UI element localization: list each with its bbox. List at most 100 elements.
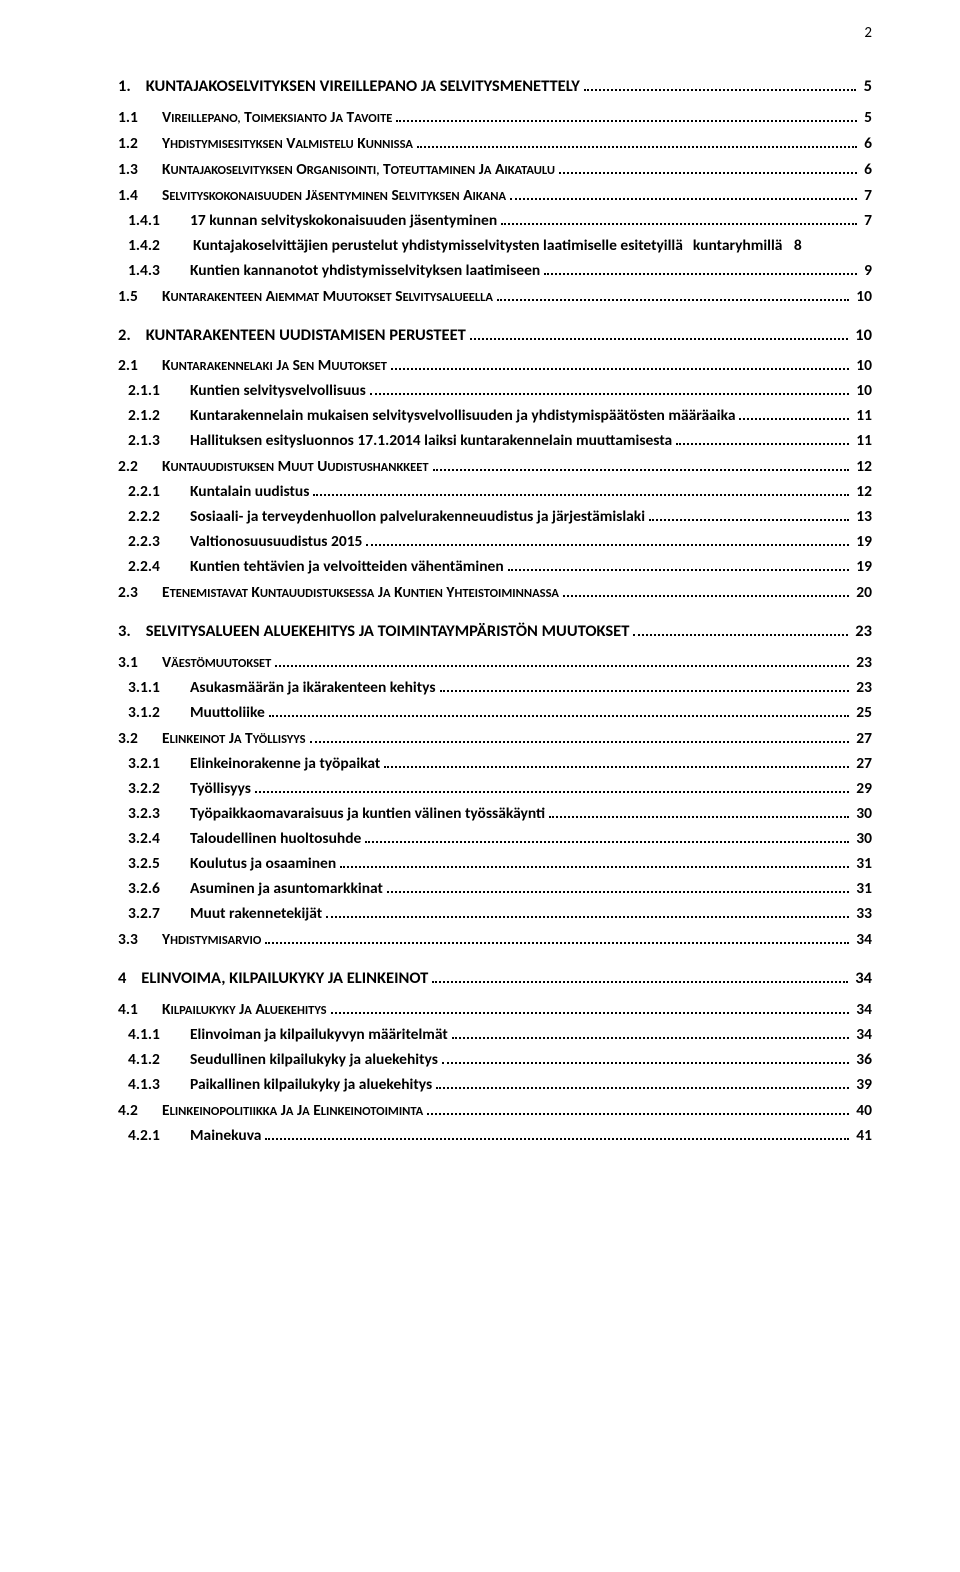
toc-leader-dots bbox=[501, 213, 856, 224]
page-number: 2 bbox=[864, 24, 872, 42]
toc-leader-dots bbox=[633, 625, 847, 637]
toc-entry-page: 27 bbox=[853, 727, 872, 751]
toc-entry-label: Kuntalain uudistus bbox=[190, 480, 309, 504]
toc-entry-number: 3.1.2 bbox=[118, 701, 190, 725]
toc-entry-page: 6 bbox=[861, 132, 872, 156]
toc-leader-dots bbox=[370, 384, 849, 395]
toc-leader-dots bbox=[676, 434, 849, 445]
toc-entry: 2. KUNTARAKENTEEN UUDISTAMISEN PERUSTEET… bbox=[118, 323, 872, 349]
toc-entry-page: 12 bbox=[853, 455, 872, 479]
toc-entry-page: 31 bbox=[853, 877, 872, 901]
toc-leader-dots bbox=[470, 328, 848, 340]
table-of-contents: 1. KUNTAJAKOSELVITYKSEN VIREILLEPANO JA … bbox=[118, 74, 872, 1148]
toc-entry-label: KUNTARAKENNELAKI JA SEN MUUTOKSET bbox=[162, 354, 387, 378]
toc-leader-dots bbox=[366, 535, 848, 546]
toc-entry: 2.2.4Kuntien tehtävien ja velvoitteiden … bbox=[118, 555, 872, 579]
toc-leader-dots bbox=[384, 757, 849, 768]
toc-entry-label: Valtionosuusuudistus 2015 bbox=[190, 530, 362, 554]
toc-entry-number: 2.1.2 bbox=[118, 404, 190, 428]
toc-entry-number: 2.1.1 bbox=[118, 379, 190, 403]
toc-entry-page: 25 bbox=[853, 701, 872, 725]
toc-entry-label: Kuntien tehtävien ja velvoitteiden vähen… bbox=[190, 555, 504, 579]
toc-entry: 3.1.1Asukasmäärän ja ikärakenteen kehity… bbox=[118, 676, 872, 700]
toc-entry-page: 33 bbox=[853, 902, 872, 926]
toc-entry-label: Kuntajakoselvittäjien perustelut yhdisty… bbox=[186, 234, 683, 258]
toc-entry-label: YHDISTYMISESITYKSEN VALMISTELU KUNNISSA bbox=[162, 132, 413, 156]
toc-leader-dots bbox=[433, 460, 849, 471]
toc-leader-dots bbox=[452, 1027, 849, 1038]
toc-entry-label: Muuttoliike bbox=[190, 701, 265, 725]
toc-leader-dots bbox=[340, 857, 849, 868]
toc-entry: 2.2.1Kuntalain uudistus 12 bbox=[118, 480, 872, 504]
toc-entry-label: Mainekuva bbox=[190, 1124, 261, 1148]
toc-entry-page: 20 bbox=[853, 581, 872, 605]
toc-leader-dots bbox=[310, 732, 849, 743]
toc-entry-label: Sosiaali- ja terveydenhuollon palvelurak… bbox=[190, 505, 645, 529]
toc-entry: 3.1VÄESTÖMUUTOKSET 23 bbox=[118, 651, 872, 675]
toc-entry-number: 3.1.1 bbox=[118, 676, 190, 700]
toc-leader-dots bbox=[432, 971, 847, 983]
toc-leader-dots bbox=[510, 188, 857, 199]
toc-entry-number: 3.2.1 bbox=[118, 752, 190, 776]
toc-entry-number: 1. bbox=[118, 74, 146, 100]
toc-entry-number: 2.1.3 bbox=[118, 429, 190, 453]
toc-entry-page: 36 bbox=[853, 1048, 872, 1072]
toc-entry-number: 3.2.3 bbox=[118, 802, 190, 826]
toc-entry-label: Kuntarakennelain mukaisen selvitysvelvol… bbox=[190, 404, 735, 428]
toc-entry-page: 34 bbox=[852, 966, 872, 992]
toc-entry-page: 5 bbox=[861, 106, 872, 130]
toc-entry-label: Asukasmäärän ja ikärakenteen kehitys bbox=[190, 676, 436, 700]
toc-entry-label: KUNTAJAKOSELVITYKSEN VIREILLEPANO JA SEL… bbox=[146, 74, 580, 100]
toc-leader-dots bbox=[326, 907, 849, 918]
toc-entry-page: 29 bbox=[853, 777, 872, 801]
toc-entry-page: 10 bbox=[853, 379, 872, 403]
toc-entry-label: Muut rakennetekijät bbox=[190, 902, 322, 926]
toc-leader-dots bbox=[436, 1077, 849, 1088]
toc-entry-label: KILPAILUKYKY JA ALUEKEHITYS bbox=[162, 998, 327, 1022]
toc-entry-label: Paikallinen kilpailukyky ja aluekehitys bbox=[190, 1073, 432, 1097]
toc-entry: 1.2YHDISTYMISESITYKSEN VALMISTELU KUNNIS… bbox=[118, 132, 872, 156]
toc-entry-page: 11 bbox=[853, 404, 872, 428]
toc-entry-number: 1.4.1 bbox=[118, 209, 190, 233]
toc-entry-page: 10 bbox=[852, 323, 872, 349]
toc-entry-number: 1.2 bbox=[118, 132, 162, 156]
toc-leader-dots bbox=[387, 882, 849, 893]
toc-leader-dots bbox=[440, 681, 849, 692]
toc-entry-page: 23 bbox=[853, 651, 872, 675]
toc-leader-dots bbox=[269, 706, 849, 717]
toc-entry: 3.3YHDISTYMISARVIO 34 bbox=[118, 928, 872, 952]
toc-leader-dots bbox=[265, 1129, 848, 1140]
toc-leader-dots bbox=[442, 1052, 849, 1063]
toc-entry-label: 17 kunnan selvityskokonaisuuden jäsentym… bbox=[190, 209, 497, 233]
toc-leader-dots bbox=[497, 289, 849, 300]
toc-entry: 3.2.4Taloudellinen huoltosuhde 30 bbox=[118, 827, 872, 851]
toc-entry-page: 41 bbox=[853, 1124, 872, 1148]
toc-entry-label: SELVITYSALUEEN ALUEKEHITYS JA TOIMINTAYM… bbox=[146, 619, 630, 645]
document-page: 2 1. KUNTAJAKOSELVITYKSEN VIREILLEPANO J… bbox=[0, 0, 960, 1572]
toc-entry: 4 ELINVOIMA, KILPAILUKYKY JA ELINKEINOT … bbox=[118, 966, 872, 992]
toc-entry-label: Asuminen ja asuntomarkkinat bbox=[190, 877, 383, 901]
toc-entry: 4.2ELINKEINOPOLITIIKKA JA JA ELINKEINOTO… bbox=[118, 1099, 872, 1123]
toc-entry-page: 10 bbox=[853, 285, 872, 309]
toc-entry-label: Hallituksen esitysluonnos 17.1.2014 laik… bbox=[190, 429, 672, 453]
toc-entry-page: 8 bbox=[790, 234, 801, 258]
toc-entry: 4.1.2Seudullinen kilpailukyky ja aluekeh… bbox=[118, 1048, 872, 1072]
toc-leader-dots bbox=[255, 782, 849, 793]
toc-entry-page: 34 bbox=[853, 1023, 872, 1047]
toc-entry-label: Seudullinen kilpailukyky ja aluekehitys bbox=[190, 1048, 438, 1072]
toc-entry-number: 1.5 bbox=[118, 285, 162, 309]
toc-leader-dots bbox=[396, 110, 856, 121]
toc-entry-label: Koulutus ja osaaminen bbox=[190, 852, 336, 876]
toc-entry-page: 7 bbox=[861, 184, 872, 208]
toc-entry-label: Taloudellinen huoltosuhde bbox=[190, 827, 361, 851]
toc-entry-page: 7 bbox=[861, 209, 872, 233]
toc-entry-label: ETENEMISTAVAT KUNTAUUDISTUKSESSA JA KUNT… bbox=[162, 581, 559, 605]
toc-entry: 2.3ETENEMISTAVAT KUNTAUUDISTUKSESSA JA K… bbox=[118, 581, 872, 605]
toc-entry: 3.2.6Asuminen ja asuntomarkkinat 31 bbox=[118, 877, 872, 901]
toc-entry-number: 3.2.5 bbox=[118, 852, 190, 876]
toc-entry: 3.1.2Muuttoliike 25 bbox=[118, 701, 872, 725]
toc-entry-number: 2.3 bbox=[118, 581, 162, 605]
toc-entry-page: 39 bbox=[853, 1073, 872, 1097]
toc-entry-page: 30 bbox=[853, 802, 872, 826]
toc-entry-number: 1.3 bbox=[118, 158, 162, 182]
